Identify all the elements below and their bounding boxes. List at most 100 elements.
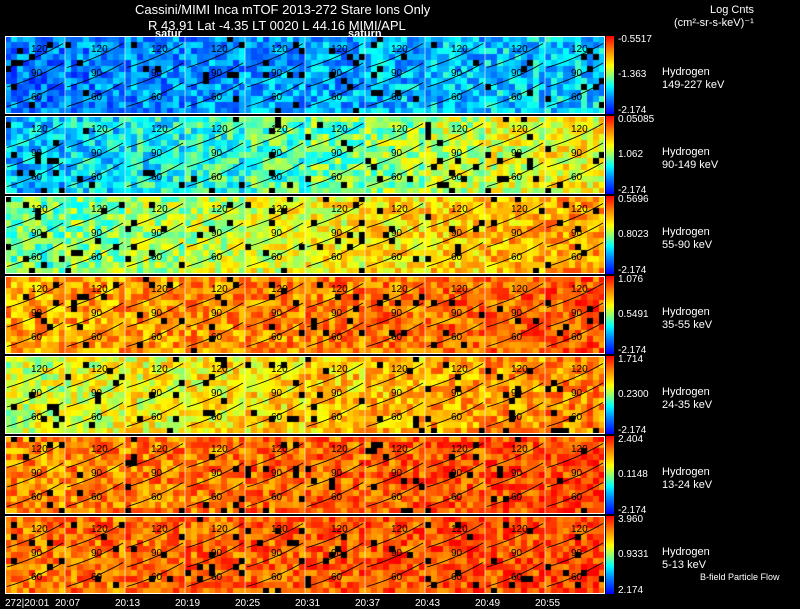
contour-label: 60	[451, 332, 463, 343]
x-tick-label: 20:49	[475, 598, 501, 609]
contour-line	[486, 462, 544, 488]
contour-label: 120	[451, 364, 468, 375]
contour-label: 120	[151, 124, 168, 135]
contour-label: 120	[511, 204, 528, 215]
contour-line	[126, 82, 184, 107]
contour-line	[246, 123, 304, 148]
contour-line	[186, 482, 244, 507]
contour-label: 120	[211, 124, 228, 135]
contour-line	[486, 82, 544, 107]
contour-label: 120	[571, 524, 588, 535]
contour-line	[126, 382, 184, 408]
energy-range: 55-90 keV	[662, 239, 713, 251]
contour-label: 120	[331, 364, 348, 375]
contour-label: 60	[391, 252, 403, 263]
contour-line	[546, 242, 604, 267]
contour-line	[426, 162, 484, 187]
contour-line	[246, 203, 304, 228]
contour-line	[306, 43, 364, 68]
contour-line	[306, 162, 364, 187]
contour-label: 90	[511, 308, 523, 319]
contour-line	[426, 523, 484, 548]
contour-label: 120	[151, 524, 168, 535]
contour-line	[126, 322, 184, 347]
contour-label: 60	[451, 492, 463, 503]
species-name: Hydrogen	[662, 466, 710, 478]
contour-line	[66, 283, 124, 308]
species-name: Hydrogen	[662, 146, 710, 158]
contour-label: 90	[451, 228, 463, 239]
contour-overlay: 120 90 60 120 90 60 120 90 60 120 90 60 120 90 60 120 90…	[5, 356, 605, 434]
contour-label: 60	[331, 92, 343, 103]
colorbar	[606, 276, 614, 354]
contour-label: 60	[211, 92, 223, 103]
contour-label: 120	[91, 444, 108, 455]
contour-label: 90	[331, 308, 343, 319]
contour-line	[426, 43, 484, 68]
contour-label: 90	[211, 388, 223, 399]
energy-range: 13-24 keV	[662, 479, 713, 491]
colorbar-tick-label: -2.174	[618, 505, 647, 516]
contour-line	[246, 523, 304, 548]
contour-label: 60	[31, 572, 43, 583]
contour-line	[186, 402, 244, 427]
contour-line	[6, 542, 64, 568]
contour-label: 120	[271, 204, 288, 215]
contour-label: 120	[151, 444, 168, 455]
contour-line	[186, 283, 244, 308]
species-label: Hydrogen 5-13 keV	[662, 546, 710, 572]
contour-label: 90	[511, 548, 523, 559]
contour-label: 90	[271, 308, 283, 319]
x-tick-label: 20:19	[175, 598, 201, 609]
colorbar-tick-label: -1.363	[618, 69, 647, 80]
colorbar-tick-label: -0.5517	[618, 34, 652, 45]
x-tick-label: 20:31	[295, 598, 321, 609]
contour-label: 120	[331, 284, 348, 295]
contour-line	[546, 562, 604, 587]
contour-line	[546, 162, 604, 187]
contour-line	[6, 462, 64, 488]
contour-line	[486, 542, 544, 568]
contour-line	[426, 482, 484, 507]
contour-label: 120	[571, 204, 588, 215]
contour-line	[486, 162, 544, 187]
contour-label: 60	[91, 172, 103, 183]
contour-label: 90	[331, 148, 343, 159]
contour-label: 60	[271, 252, 283, 263]
contour-label: 60	[391, 332, 403, 343]
contour-label: 90	[211, 228, 223, 239]
contour-line	[426, 322, 484, 347]
contour-label: 60	[151, 92, 163, 103]
contour-line	[6, 242, 64, 267]
contour-line	[126, 203, 184, 228]
colorbar-tick-label: 0.5696	[618, 194, 649, 205]
colorbar	[606, 36, 614, 114]
contour-line	[486, 443, 544, 468]
contour-overlay: 120 90 60 120 90 60 120 90 60 120 90 60 120 90 60 120 90…	[5, 196, 605, 274]
contour-line	[366, 142, 424, 168]
contour-label: 120	[571, 124, 588, 135]
contour-label: 90	[331, 228, 343, 239]
contour-line	[6, 562, 64, 587]
contour-label: 90	[511, 228, 523, 239]
contour-line	[246, 402, 304, 427]
contour-line	[246, 363, 304, 388]
contour-line	[186, 322, 244, 347]
contour-line	[66, 123, 124, 148]
colorbar-units: (cm²-sr-s-keV)⁻¹	[674, 17, 754, 29]
contour-label: 120	[271, 364, 288, 375]
contour-label: 90	[31, 468, 43, 479]
contour-label: 120	[91, 364, 108, 375]
panel-frame	[5, 36, 605, 114]
contour-label: 60	[91, 332, 103, 343]
contour-label: 90	[391, 68, 403, 79]
contour-line	[6, 322, 64, 347]
contour-line	[6, 283, 64, 308]
contour-line	[306, 283, 364, 308]
contour-line	[306, 363, 364, 388]
contour-label: 120	[331, 444, 348, 455]
contour-label: 90	[31, 308, 43, 319]
contour-overlay: 120 90 60 120 90 60 120 90 60 120 90 60 120 90 60 120 90…	[5, 36, 605, 114]
contour-line	[546, 43, 604, 68]
contour-line	[486, 142, 544, 168]
